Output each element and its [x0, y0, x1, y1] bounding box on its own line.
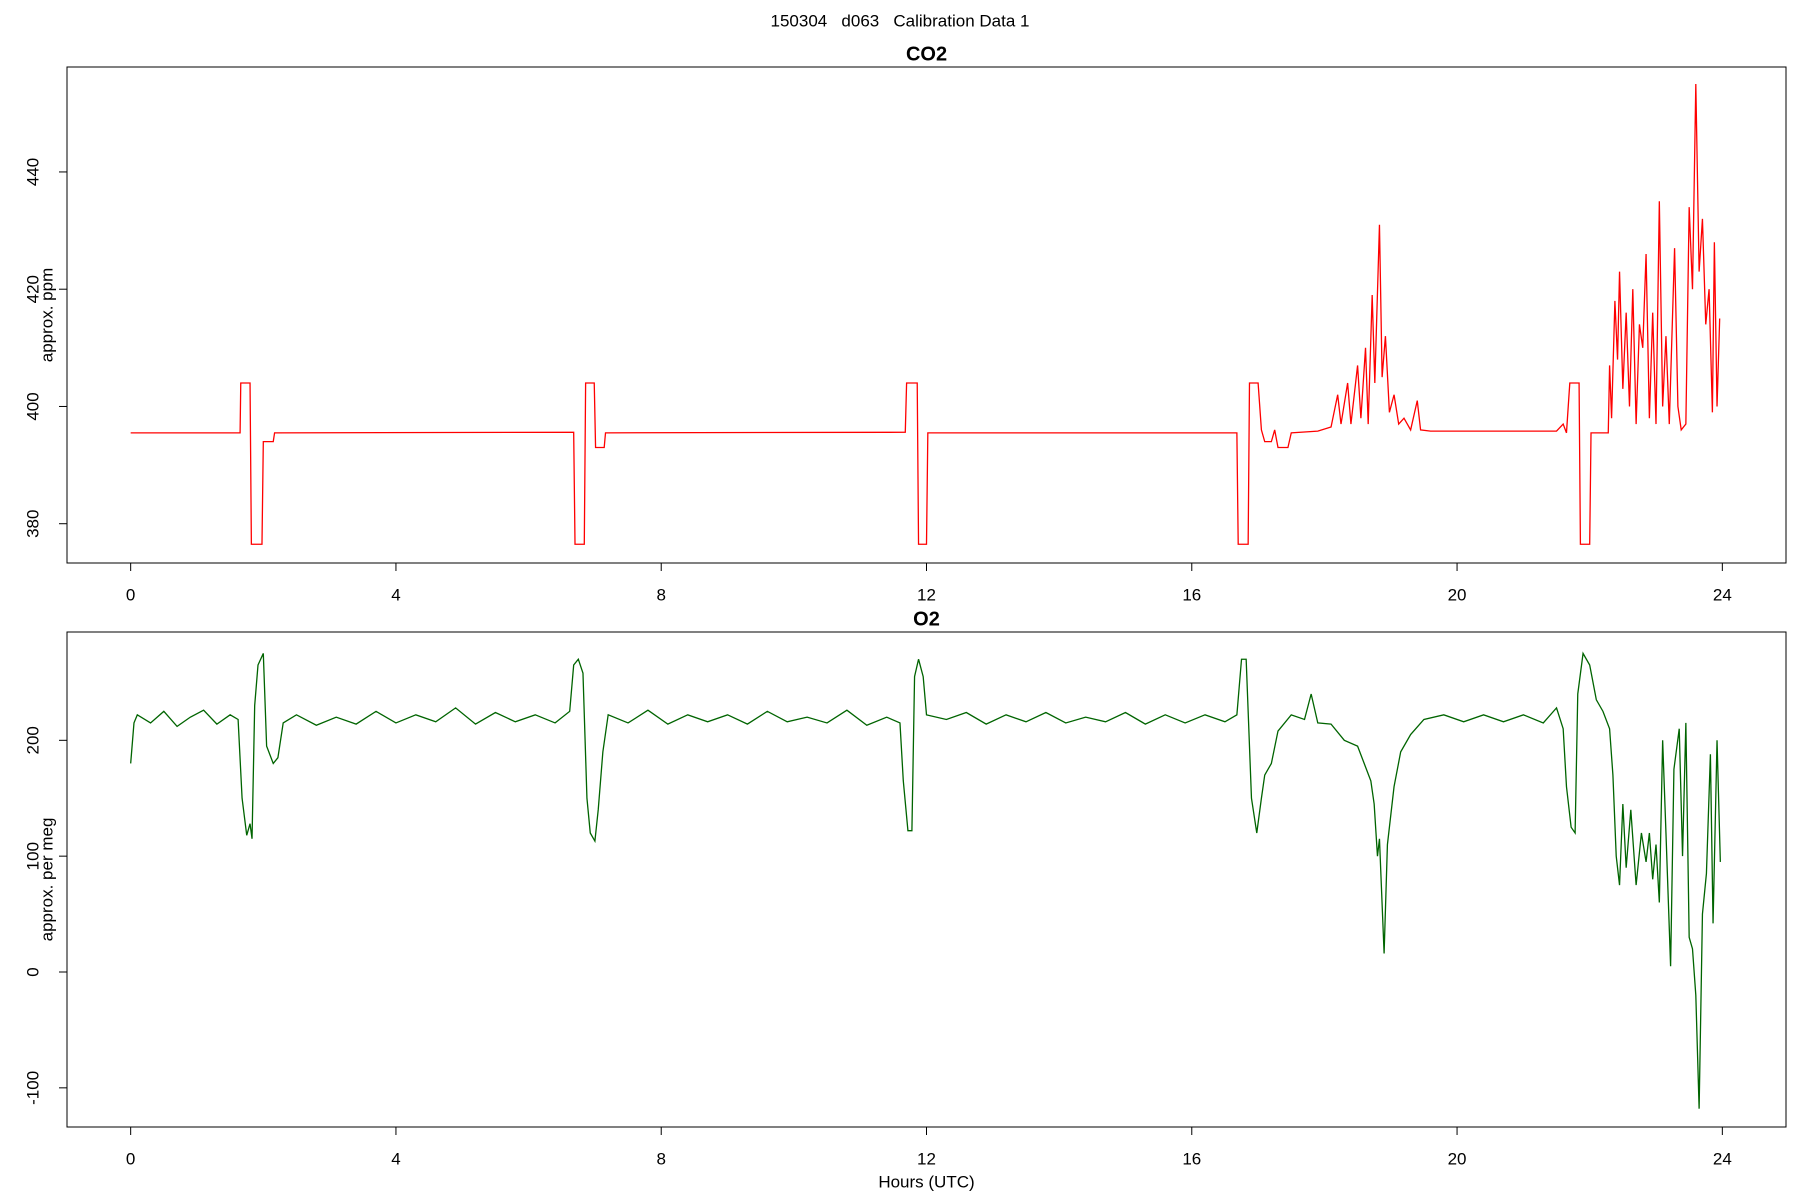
- x-tick-label: 24: [1713, 1149, 1732, 1168]
- x-tick-label: 16: [1182, 585, 1201, 604]
- x-tick-label: 4: [391, 1149, 400, 1168]
- y-axis-label: approx. ppm: [37, 268, 56, 363]
- y-tick-label: -100: [23, 1071, 42, 1105]
- figure-title: 150304 d063 Calibration Data 1: [771, 11, 1030, 30]
- plot-title: CO2: [906, 43, 947, 65]
- x-tick-label: 12: [917, 585, 936, 604]
- x-tick-label: 4: [391, 585, 400, 604]
- y-tick-label: 420: [23, 275, 42, 303]
- y-tick-label: 440: [23, 158, 42, 186]
- y-axis-label: approx. per meg: [37, 818, 56, 942]
- x-tick-label: 8: [656, 1149, 665, 1168]
- x-axis-label: Hours (UTC): [878, 1172, 974, 1191]
- plot-frame: [66, 631, 1787, 1128]
- y-tick-label: 0: [23, 967, 42, 976]
- plot-frame: [66, 66, 1787, 564]
- y-tick-label: 380: [23, 510, 42, 538]
- y-tick-label: 200: [23, 726, 42, 754]
- data-line: [130, 83, 1721, 545]
- x-tick-label: 24: [1713, 585, 1732, 604]
- plot-title: O2: [913, 608, 940, 630]
- data-line: [130, 651, 1721, 1109]
- x-tick-label: 0: [126, 585, 135, 604]
- x-tick-label: 20: [1448, 1149, 1467, 1168]
- y-tick-label: 100: [23, 842, 42, 870]
- x-tick-label: 20: [1448, 585, 1467, 604]
- y-tick-label: 400: [23, 392, 42, 420]
- x-tick-label: 16: [1182, 1149, 1201, 1168]
- x-tick-label: 8: [656, 585, 665, 604]
- x-tick-label: 12: [917, 1149, 936, 1168]
- x-tick-label: 0: [126, 1149, 135, 1168]
